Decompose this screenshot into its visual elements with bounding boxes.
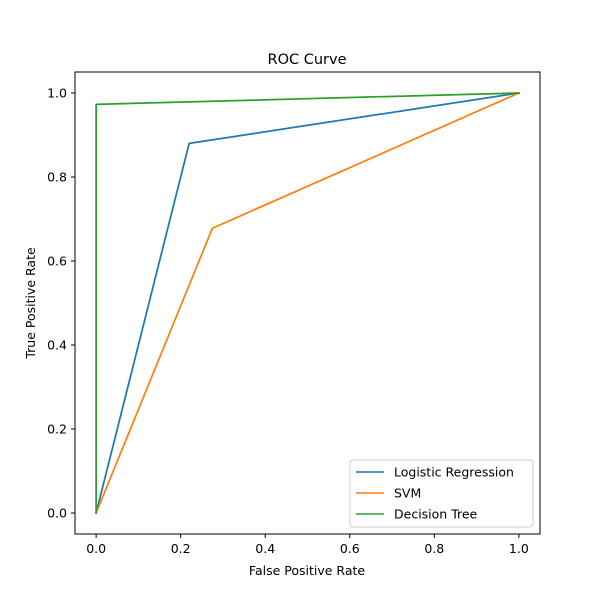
y-tick-label: 1.0 (47, 86, 67, 101)
legend-label-svm: SVM (394, 486, 421, 501)
y-tick-label: 0.2 (47, 422, 67, 437)
y-tick-label: 0.6 (47, 254, 67, 269)
x-tick-label: 0.4 (255, 541, 275, 556)
series-line-svm (94, 91, 521, 515)
chart-title: ROC Curve (268, 52, 347, 68)
plot-area: 0.0 0.2 0.4 0.6 0.8 1.0 0.0 0.2 0.4 0.6 0.8 1.0 (47, 71, 541, 557)
y-axis-label: True Positive Rate (23, 247, 38, 360)
x-tick-label: 1.0 (509, 541, 529, 556)
x-tick-label: 0.0 (86, 541, 106, 556)
ticks-layer: 0.0 0.2 0.4 0.6 0.8 1.0 0.0 0.2 0.4 0.6 0.8 1.0 (47, 86, 529, 557)
series-layer (94, 91, 521, 515)
y-tick-label: 0.8 (47, 170, 67, 185)
axes-frame (74, 71, 541, 535)
y-tick-label: 0.4 (47, 338, 67, 353)
series-line-logistic-regression (95, 92, 520, 515)
x-axis-label: False Positive Rate (249, 563, 365, 578)
series-line-decision-tree (95, 92, 520, 514)
x-tick-label: 0.6 (340, 541, 360, 556)
legend-box (349, 459, 534, 528)
x-tick-label: 0.2 (171, 541, 191, 556)
legend-label-logistic-regression: Logistic Regression (394, 465, 514, 480)
y-tick-label: 0.0 (47, 506, 67, 521)
x-tick-label: 0.8 (424, 541, 444, 556)
legend-label-decision-tree: Decision Tree (394, 507, 478, 522)
legend: Logistic Regression SVM Decision Tree (349, 459, 534, 528)
